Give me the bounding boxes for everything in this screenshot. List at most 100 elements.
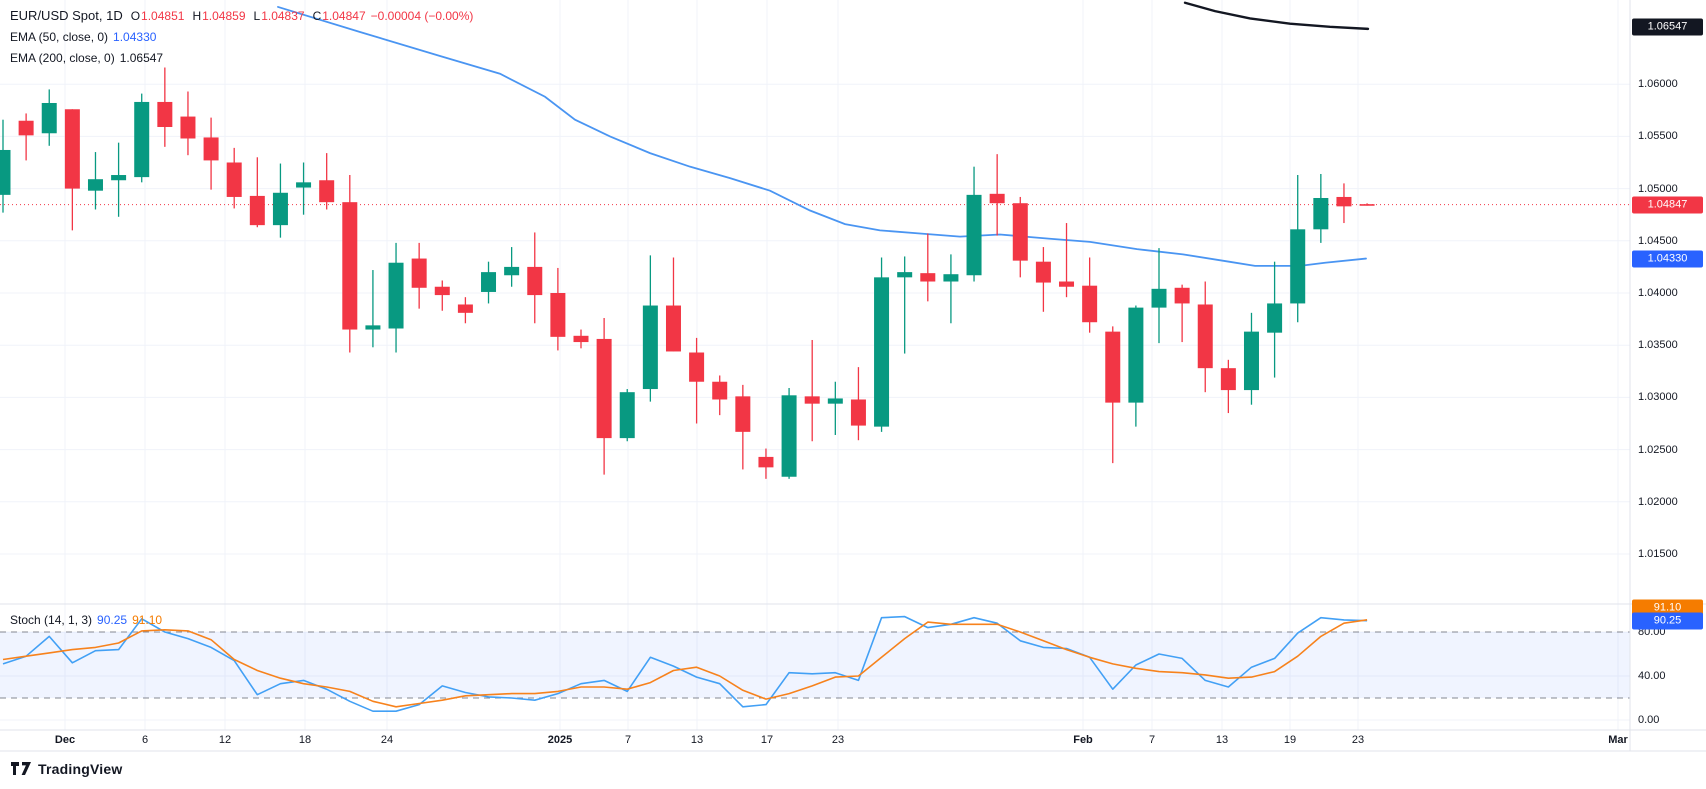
candle-body [689, 352, 705, 382]
ema50-legend-row[interactable]: EMA (50, close, 0) 1.04330 [10, 26, 473, 47]
candle [481, 261, 497, 304]
candle [1174, 284, 1190, 343]
candle [1267, 261, 1283, 378]
stoch-tick-label: 0.00 [1638, 714, 1660, 726]
tradingview-logo-icon [11, 762, 31, 775]
candle [1128, 305, 1144, 427]
candle [712, 375, 728, 416]
candle [180, 91, 196, 156]
candle [365, 270, 381, 348]
candle-body [64, 109, 80, 189]
symbol-legend-row[interactable]: EUR/USD Spot, 1D O 1.04851 H 1.04859 L 1.04… [10, 5, 473, 26]
price-tick-label: 1.06000 [1638, 78, 1678, 91]
candles-series [0, 67, 1375, 479]
time-tick-label: 7 [1148, 734, 1156, 746]
candle-body [0, 149, 11, 195]
time-tick-label: 7 [624, 734, 632, 746]
candle [319, 153, 335, 210]
time-tick-label: 23 [1351, 734, 1365, 746]
stoch-tick-label: 40.00 [1638, 670, 1666, 682]
candle [296, 162, 312, 215]
candle-body [735, 396, 751, 432]
stoch-label: Stoch (14, 1, 3) [10, 612, 93, 627]
close-value: 1.04847 [322, 8, 366, 23]
candle-body [1035, 261, 1051, 283]
ema50-label: EMA (50, close, 0) [10, 29, 109, 44]
candle-body [781, 395, 797, 477]
candle-body [1128, 307, 1144, 403]
candle-body [457, 304, 473, 313]
candle [1313, 173, 1329, 243]
candle [1290, 175, 1306, 323]
candle-body [619, 392, 635, 439]
candle-body [272, 192, 288, 226]
candle [850, 367, 866, 441]
candle-body [1174, 287, 1190, 304]
candle-body [712, 381, 728, 400]
ema200-line [1183, 1, 1370, 31]
candle [434, 280, 450, 311]
price-tick-label: 1.03500 [1638, 339, 1678, 352]
candle [665, 257, 681, 352]
ema50-line [277, 6, 1367, 267]
candle-body [1059, 281, 1075, 287]
high-value: 1.04859 [202, 8, 246, 23]
candle-body [180, 116, 196, 139]
candle [596, 318, 612, 475]
candle [642, 255, 658, 402]
candle [457, 297, 473, 324]
symbol-title: EUR/USD Spot, 1D [10, 8, 123, 23]
price-badge-1.04330: 1.04330 [1632, 250, 1703, 268]
price-tick-label: 1.05000 [1638, 182, 1678, 195]
candle [897, 256, 913, 354]
candle-body [249, 195, 265, 226]
low-value: 1.04837 [261, 8, 305, 23]
price-axis[interactable]: 1.06000 1.05500 1.05000 1.04500 1.04000 1.035… [1631, 0, 1706, 752]
time-axis[interactable]: Dec 6 12 18 24 2025 7 13 17 23 Feb 7 13 19 23 Mar [0, 731, 1631, 752]
candle-body [989, 193, 1005, 204]
ema200-legend-row[interactable]: EMA (200, close, 0) 1.06547 [10, 47, 473, 68]
candle-body [226, 162, 242, 197]
candle [134, 93, 150, 183]
candle [758, 448, 774, 479]
high-label: H [192, 8, 202, 23]
time-tick-label: 18 [298, 734, 312, 746]
candle [1151, 248, 1167, 344]
stoch-legend-row[interactable]: Stoch (14, 1, 3) 90.25 91.10 [10, 609, 162, 630]
tradingview-logo[interactable]: TradingView [10, 760, 122, 777]
price-badge-1.04847: 1.04847 [1632, 196, 1703, 214]
stoch-k-line [2, 615, 1368, 713]
candle-body [87, 179, 103, 191]
candle-body [943, 274, 959, 282]
candle-body [1012, 203, 1028, 261]
candle [1059, 223, 1075, 298]
time-tick-label: 2025 [547, 734, 573, 746]
stoch-d-line [2, 618, 1368, 708]
candle-body [573, 335, 589, 343]
candle-body [1336, 196, 1352, 207]
price-tick-label: 1.02500 [1638, 443, 1678, 456]
candle-body [596, 338, 612, 439]
price-tick-label: 1.03000 [1638, 391, 1678, 404]
candle [1082, 257, 1098, 333]
candle-body [1151, 288, 1167, 308]
candle-body [134, 101, 150, 178]
candle [249, 157, 265, 228]
candle-body [1267, 303, 1283, 333]
candle-body [342, 202, 358, 330]
candle-body [874, 277, 890, 427]
candle [504, 247, 520, 287]
price-badge-1.06547: 1.06547 [1632, 18, 1703, 36]
price-tick-label: 1.02000 [1638, 495, 1678, 508]
candle [411, 242, 427, 309]
candle [527, 232, 543, 324]
candle-body [365, 325, 381, 330]
candle-body [41, 102, 57, 134]
candle-body [411, 258, 427, 288]
main-legend: EUR/USD Spot, 1D O 1.04851 H 1.04859 L 1.04… [10, 5, 473, 68]
time-tick-label: 23 [831, 734, 845, 746]
ema200-value: 1.06547 [119, 50, 164, 65]
tradingview-logo-text: TradingView [38, 760, 123, 777]
candle-body [550, 293, 566, 337]
